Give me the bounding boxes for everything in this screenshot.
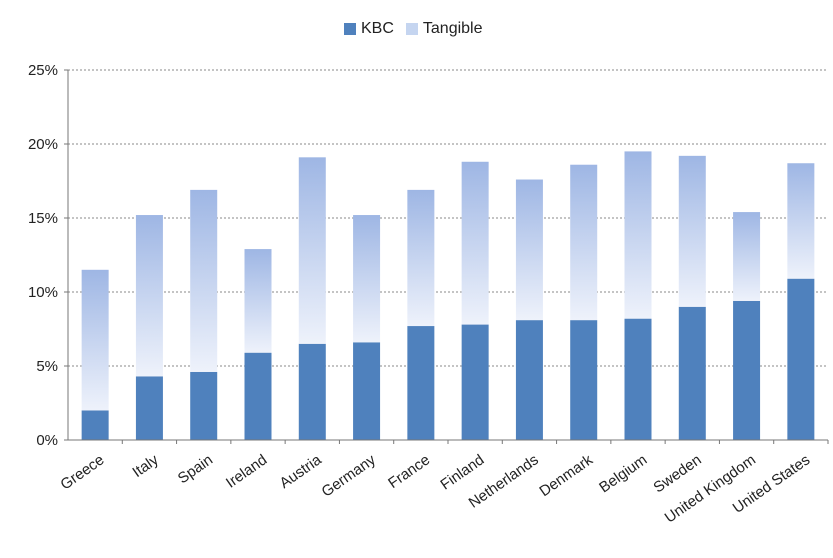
y-tick-label: 5%	[36, 358, 58, 375]
bar-tangible	[678, 155, 706, 307]
bar-tangible	[515, 179, 543, 321]
y-tick-label: 0%	[36, 432, 58, 449]
bar-kbc	[787, 278, 815, 440]
bar-kbc	[570, 320, 598, 440]
x-tick-label: Germany	[319, 451, 380, 501]
legend-label-kbc: KBC	[361, 20, 394, 37]
bar-kbc	[190, 371, 218, 440]
y-tick-label: 15%	[28, 210, 58, 227]
x-tick-label: Belgium	[596, 451, 650, 496]
x-tick-label: France	[385, 451, 433, 492]
bar-kbc	[407, 326, 435, 440]
x-tick-label: Denmark	[536, 451, 596, 500]
legend-swatch-kbc	[344, 23, 356, 35]
bar-tangible	[570, 164, 598, 321]
y-tick-label: 20%	[28, 136, 58, 153]
y-tick-label: 10%	[28, 284, 58, 301]
bar-kbc	[461, 324, 489, 440]
x-tick-label: United Kingdom	[662, 451, 759, 526]
bar-kbc	[515, 320, 543, 440]
bar-tangible	[244, 249, 272, 353]
y-tick-label: 25%	[28, 62, 58, 79]
bar-tangible	[624, 151, 652, 319]
legend: KBC Tangible	[344, 20, 495, 38]
bar-tangible	[298, 157, 326, 344]
bar-tangible	[787, 163, 815, 279]
bar-kbc	[733, 300, 761, 440]
bar-kbc	[81, 410, 109, 440]
bar-tangible	[353, 215, 381, 343]
bar-tangible	[135, 215, 163, 377]
x-tick-label: Austria	[277, 451, 326, 492]
bar-kbc	[678, 306, 706, 440]
x-tick-label: Spain	[175, 451, 216, 487]
bar-kbc	[244, 352, 272, 440]
bar-tangible	[81, 269, 109, 411]
axes	[64, 69, 829, 444]
bar-kbc	[353, 342, 381, 440]
legend-item-tangible: Tangible	[405, 20, 483, 38]
bar-tangible	[190, 189, 218, 372]
bar-tangible	[733, 212, 761, 301]
x-tick-label: Ireland	[223, 451, 270, 491]
bar-tangible	[461, 161, 489, 325]
bar-tangible	[407, 189, 435, 327]
gridlines	[68, 69, 828, 367]
bar-kbc	[298, 343, 326, 440]
bars	[81, 151, 815, 440]
bar-kbc	[624, 318, 652, 440]
legend-item-kbc: KBC	[344, 20, 394, 38]
x-tick-label: Greece	[57, 451, 107, 493]
bar-kbc	[135, 376, 163, 440]
legend-swatch-tangible	[405, 23, 418, 35]
x-tick-label: Italy	[129, 451, 162, 481]
legend-label-tangible: Tangible	[422, 20, 483, 37]
